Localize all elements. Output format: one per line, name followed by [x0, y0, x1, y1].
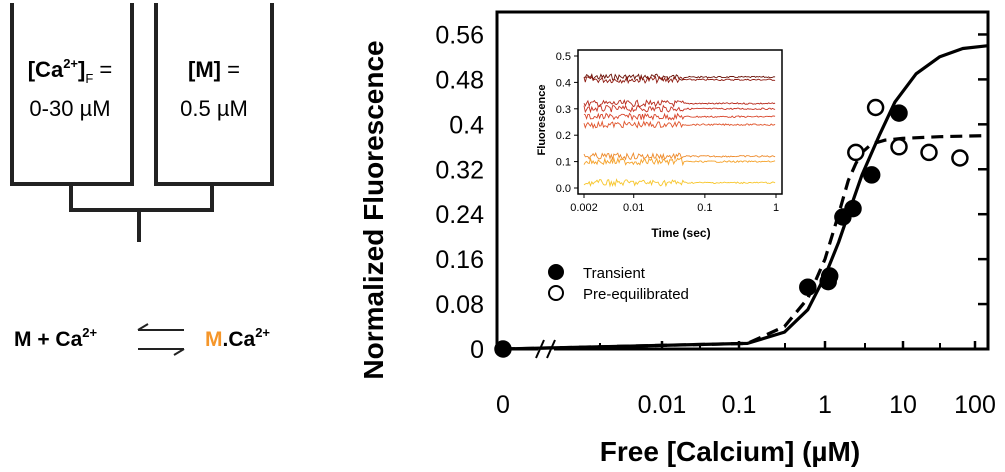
x-ticks: 0 0.01 0.1 1 10 100 [496, 341, 996, 419]
point-transient [494, 340, 512, 358]
reaction-product: M.Ca2+ [205, 325, 270, 351]
inset-traces [583, 73, 776, 188]
inset-trace [583, 178, 776, 188]
inset-trace [583, 120, 776, 130]
x-tick-label: 0 [496, 391, 510, 419]
x-tick-label: 0.01 [638, 391, 687, 419]
inset-x-tick-label: 0.1 [697, 202, 712, 214]
stopped-flow-scheme [10, 3, 274, 242]
inset-y-ticks: 0.0 0.1 0.2 0.3 0.4 0.5 [556, 51, 578, 195]
x-tick-label: 100 [954, 391, 996, 419]
point-transient [844, 199, 862, 218]
legend-marker-pre-equilibrated [548, 285, 564, 301]
point-pre-equilibrated [951, 149, 969, 167]
reaction-left: M + Ca2+ [14, 325, 98, 351]
legend-label-transient: Transient [583, 265, 646, 282]
inset-y-tick-label: 0.4 [556, 77, 571, 89]
y-tick-label: 0.4 [449, 111, 484, 139]
y-ticks: 0 0.08 0.16 0.24 0.32 0.4 0.48 0.56 [435, 21, 988, 364]
x-tick-label: 1 [818, 391, 832, 419]
y-tick-label: 0 [470, 336, 484, 364]
y-tick-label: 0.24 [435, 201, 484, 229]
y-tick-label: 0.48 [435, 66, 484, 94]
point-transient [799, 278, 817, 296]
inset-x-ticks: 0.002 0.01 0.1 1 [570, 194, 779, 214]
inset-x-tick-label: 1 [773, 202, 779, 214]
legend: Transient Pre-equilibrated [548, 264, 689, 303]
point-transient [820, 267, 839, 285]
inset-x-tick-label: 0.01 [623, 202, 644, 214]
inset-x-axis-label: Time (sec) [651, 226, 710, 240]
y-tick-label: 0.16 [435, 246, 484, 274]
inset-y-axis-label: Fluorescence [536, 85, 548, 156]
data-points [494, 98, 969, 358]
point-pre-equilibrated [890, 138, 908, 156]
inset-trace [583, 104, 776, 114]
inset-x-tick-label: 0.002 [570, 202, 598, 214]
y-axis-label: Normalized Fluorescence [358, 40, 389, 379]
inset-y-tick-label: 0.5 [556, 51, 571, 63]
left-syringe-range: 0-30 µM [29, 96, 110, 121]
left-syringe-label: [Ca2+]F = [28, 56, 113, 86]
x-tick-label: 10 [889, 391, 917, 419]
inset-trace [583, 151, 776, 161]
inset-y-tick-label: 0.3 [556, 104, 571, 116]
legend-label-pre-equilibrated: Pre-equilibrated [583, 286, 689, 303]
y-tick-label: 0.32 [435, 156, 484, 184]
left-syringe [10, 3, 134, 186]
inset-y-tick-label: 0.0 [556, 183, 571, 195]
y-tick-label: 0.08 [435, 291, 484, 319]
point-transient [890, 104, 908, 122]
point-pre-equilibrated [920, 143, 938, 162]
inset-y-tick-label: 0.2 [556, 130, 571, 142]
right-syringe [154, 3, 274, 186]
legend-marker-transient [548, 264, 564, 280]
inset-frame [577, 49, 783, 195]
point-pre-equilibrated [847, 143, 865, 162]
equilibrium-arrows [137, 323, 185, 356]
inset-y-tick-label: 0.1 [556, 157, 571, 169]
right-syringe-conc: 0.5 µM [180, 96, 248, 121]
point-transient [862, 166, 881, 184]
inset-trace [583, 75, 776, 85]
inset-trace [583, 112, 776, 122]
mixer-lines [69, 182, 214, 242]
point-pre-equilibrated [866, 98, 885, 117]
inset-trace [583, 99, 776, 108]
x-axis-label: Free [Calcium] (µM) [600, 436, 860, 467]
plot-frame [495, 10, 990, 351]
fit-line-solid [502, 44, 989, 351]
right-syringe-label: [M] = [188, 57, 240, 82]
x-tick-label: 0.1 [722, 391, 757, 419]
inset-chart: 0.0 0.1 0.2 0.3 0.4 0.5 0.002 0.01 0.1 1 Fluores… [536, 49, 783, 240]
y-tick-label: 0.56 [435, 21, 484, 49]
main-chart: Normalized Fluorescence Free [Calcium] (… [358, 10, 996, 467]
inset-trace [583, 156, 776, 167]
